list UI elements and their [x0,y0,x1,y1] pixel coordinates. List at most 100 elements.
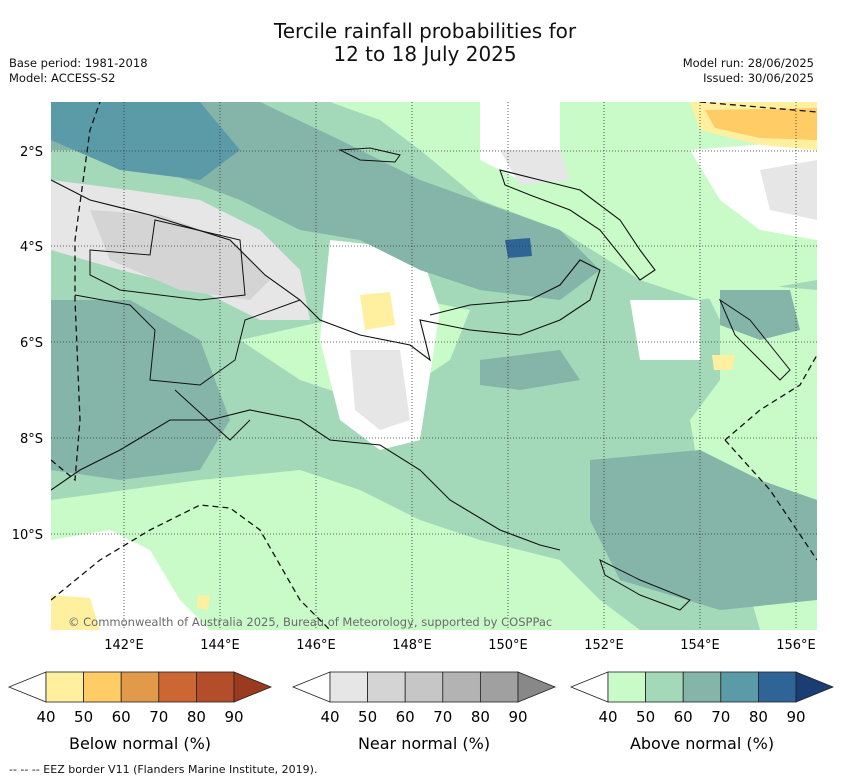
colorbar-low-extension [7,671,47,703]
colorbar-high-extension [517,671,557,703]
field-white-northeast [690,140,817,240]
lon-label: 152°E [584,638,624,653]
colorbar-tick: 40 [320,708,339,726]
model-run: Model run: 28/06/2025 [682,56,814,70]
colorbar-low-extension [569,671,609,703]
lat-label: 4°S [20,240,43,255]
field-below-50-east [712,355,735,370]
lon-label: 156°E [776,638,816,653]
colorbar-segment [158,671,197,703]
provincial-borders [74,219,301,441]
colorbar-tick: 50 [358,708,377,726]
colorbar-tick: 90 [224,708,243,726]
lat-label: 10°S [12,528,43,543]
longitude-labels: 142°E 144°E 146°E 148°E 150°E 152°E 154°E 156°E [104,638,816,653]
colorbar-tick: 40 [598,708,617,726]
colorbars: 40 50 60 70 80 90 Below normal (%) 40 50 60 70 80 90… [7,671,835,753]
colorbar-segment [442,671,481,703]
lat-label: 6°S [20,336,43,351]
field-above-70-southwest [51,300,230,480]
colorbar-segment [195,671,235,703]
field-below-60-northeast [705,108,817,140]
field-near-50-north [500,150,570,185]
field-near-50-northeast [760,160,817,220]
coastline-manus [338,147,401,163]
field-near-50-central [350,350,410,430]
issued-date: Issued: 30/06/2025 [703,71,814,85]
title-line-1: Tercile rainfall probabilities for [273,19,577,43]
colorbar-segment [682,671,722,703]
coastline-north [51,179,601,362]
lon-label: 144°E [200,638,240,653]
coastline-new-ireland [499,169,656,281]
eez-border-south [51,504,331,630]
copyright-notice: © Commonwealth of Australia 2025, Bureau… [68,615,552,629]
colorbar-tick: 80 [471,708,490,726]
colorbar-label: Below normal (%) [69,734,211,753]
model-info: Base period: 1981-2018 Model: ACCESS-S2 [9,56,148,86]
colorbar-low-extension [291,671,331,703]
coastline-south [51,409,561,551]
colorbar-tick: 60 [396,708,415,726]
field-above-90-cell [505,238,532,258]
title-line-2: 12 to 18 July 2025 [333,42,517,66]
field-white-central [320,240,440,450]
colorbar-tick: 40 [36,708,55,726]
lat-label: 2°S [20,145,43,160]
field-near-60-west [90,210,270,300]
colorbar-tick: 60 [674,708,693,726]
lon-label: 146°E [296,638,336,653]
eez-footnote: -- -- -- EEZ border V11 (Flanders Marine… [9,763,318,776]
eez-border-east [724,354,817,561]
field-above-50-south [51,470,640,630]
lon-label: 150°E [488,638,528,653]
colorbar-tick: 80 [749,708,768,726]
colorbar-label: Near normal (%) [358,734,490,753]
gridlines [51,102,817,630]
colorbar-segment [367,671,406,703]
field-below-50-southwest [51,595,100,630]
lon-label: 142°E [104,638,144,653]
model-name: Model: ACCESS-S2 [9,71,116,85]
field-above-70-southeast [590,450,817,610]
colorbar-segment [645,671,684,703]
map-title: Tercile rainfall probabilities for 12 to… [0,20,850,66]
colorbar-tick: 90 [786,708,805,726]
colorbar-segment [83,671,122,703]
probability-field [51,102,817,630]
colorbar-segment [329,671,368,703]
colorbar: 40 50 60 70 80 90 Below normal (%) [7,671,273,753]
colorbar-tick: 80 [187,708,206,726]
lat-label: 8°S [20,432,43,447]
field-below-50-cell [197,595,210,610]
colorbar-segment [479,671,519,703]
eez-border-west [51,102,101,482]
lon-label: 154°E [680,638,720,653]
colorbar-segment [45,671,84,703]
colorbar-segment [120,671,160,703]
colorbar-tick: 70 [711,708,730,726]
field-white-east [630,300,700,360]
field-below-50-central [360,292,395,330]
latitude-labels: 2°S 4°S 6°S 8°S 10°S [12,145,43,543]
coastline-louisiades [599,559,691,611]
colorbar-tick: 50 [636,708,655,726]
field-above-80-northwest [51,102,240,180]
run-info: Model run: 28/06/2025 Issued: 30/06/2025 [683,56,814,86]
colorbar-high-extension [795,671,835,703]
colorbar-segment [607,671,646,703]
coastline-bougainville [718,298,791,381]
colorbar-segment [758,671,797,703]
colorbar: 40 50 60 70 80 90 Above normal (%) [569,671,835,753]
colorbar-segment [404,671,444,703]
field-above-70-east [720,290,800,340]
lon-label: 148°E [392,638,432,653]
colorbar-tick: 70 [433,708,452,726]
field-above-70-central [480,350,580,390]
colorbar: 40 50 60 70 80 90 Near normal (%) [291,671,557,753]
colorbar-tick: 60 [112,708,131,726]
colorbar-tick: 50 [74,708,93,726]
colorbar-tick: 90 [508,708,527,726]
colorbar-high-extension [233,671,273,703]
